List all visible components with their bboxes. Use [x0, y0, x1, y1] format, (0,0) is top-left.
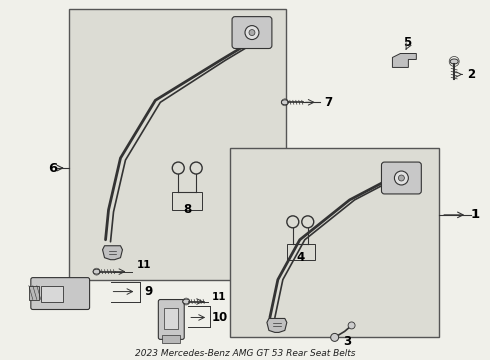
Text: 2023 Mercedes-Benz AMG GT 53 Rear Seat Belts: 2023 Mercedes-Benz AMG GT 53 Rear Seat B…	[135, 349, 355, 358]
Polygon shape	[102, 246, 122, 260]
Text: 9: 9	[144, 285, 152, 298]
Text: 5: 5	[403, 36, 412, 49]
Bar	[162, 336, 180, 343]
Bar	[69, 9, 286, 280]
Circle shape	[331, 333, 339, 341]
Text: 4: 4	[296, 251, 305, 264]
Ellipse shape	[281, 100, 288, 105]
Bar	[287, 244, 315, 260]
Circle shape	[394, 171, 408, 185]
Text: 1: 1	[470, 208, 480, 221]
Circle shape	[348, 322, 355, 329]
Bar	[29, 285, 39, 300]
FancyBboxPatch shape	[382, 162, 421, 194]
Text: 10: 10	[212, 311, 228, 324]
Text: 8: 8	[183, 203, 192, 216]
Circle shape	[398, 175, 404, 181]
Polygon shape	[267, 319, 287, 332]
Text: 11: 11	[136, 260, 151, 270]
Ellipse shape	[93, 269, 100, 274]
Bar	[230, 148, 439, 337]
Text: 3: 3	[343, 335, 352, 348]
Ellipse shape	[450, 59, 458, 64]
Bar	[164, 307, 178, 329]
Text: 6: 6	[48, 162, 57, 175]
Ellipse shape	[183, 299, 190, 304]
Polygon shape	[392, 54, 416, 67]
FancyBboxPatch shape	[158, 300, 184, 339]
Bar	[172, 192, 202, 210]
Circle shape	[249, 30, 255, 36]
Text: 7: 7	[325, 96, 333, 109]
FancyBboxPatch shape	[232, 17, 272, 49]
Text: 11: 11	[212, 292, 227, 302]
FancyBboxPatch shape	[31, 278, 90, 310]
Circle shape	[245, 26, 259, 40]
Bar	[41, 285, 63, 302]
Text: 2: 2	[467, 68, 475, 81]
